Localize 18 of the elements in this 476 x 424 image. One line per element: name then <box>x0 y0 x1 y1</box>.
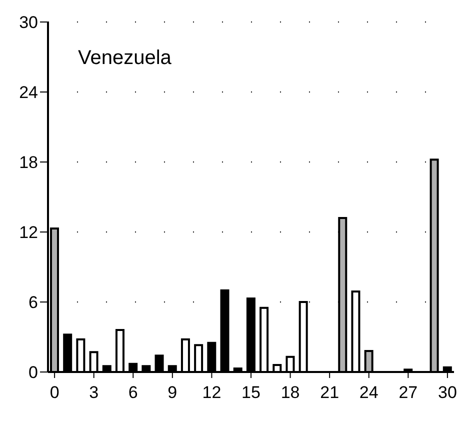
y-tick-label: 30 <box>19 13 38 32</box>
x-tick-label: 24 <box>359 383 378 402</box>
x-tick-label: 27 <box>398 383 418 402</box>
x-tick-label: 21 <box>320 383 340 402</box>
x-tick-label: 18 <box>280 383 300 402</box>
text: Venezuela <box>78 47 172 69</box>
x-tick-label: 0 <box>50 383 60 402</box>
x-tick-label: 3 <box>89 383 99 402</box>
x-tick-label: 30 <box>438 383 457 402</box>
y-tick-label: 6 <box>28 293 38 312</box>
y-tick-label: 24 <box>19 83 38 102</box>
x-tick-label: 12 <box>202 383 222 402</box>
y-tick-label: 18 <box>19 153 38 172</box>
x-tick-label: 6 <box>128 383 138 402</box>
y-tick-label: 0 <box>28 363 38 382</box>
x-tick-label: 9 <box>168 383 178 402</box>
x-tick-label: 15 <box>242 383 260 402</box>
y-tick-label: 12 <box>19 223 38 242</box>
